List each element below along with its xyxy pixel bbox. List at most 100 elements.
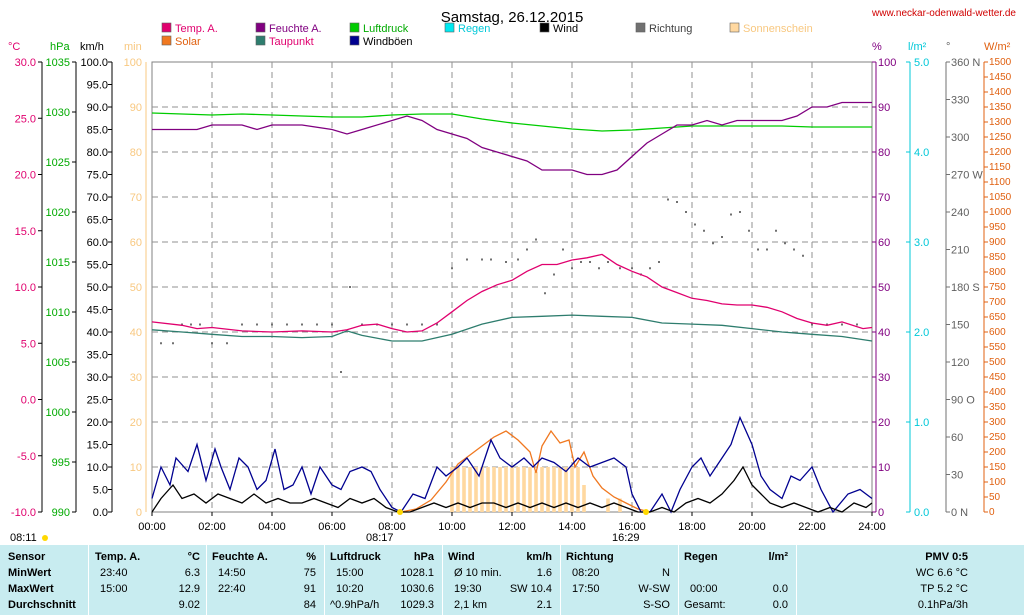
direction-point bbox=[553, 273, 555, 276]
solar-tick-label: 1200 bbox=[989, 147, 1012, 158]
sunshine-tick-label: 80 bbox=[130, 147, 142, 159]
solar-tick-label: 1300 bbox=[989, 117, 1012, 128]
right-axes: 0 10 20 30 40 50 60 70 80 90 100 5.0 4.0 3.0 2.0 1.0 0.0… bbox=[872, 57, 1012, 519]
legend-swatch bbox=[729, 22, 740, 33]
legend-label: Windböen bbox=[363, 36, 413, 48]
solar-tick-label: 100 bbox=[989, 477, 1006, 488]
solar-tick-label: 1000 bbox=[989, 207, 1012, 218]
direction-point bbox=[172, 342, 174, 345]
temp-tick-label: 5.0 bbox=[21, 338, 36, 350]
sunshine-bar bbox=[528, 467, 532, 512]
site-url: www.neckar-odenwald-wetter.de bbox=[871, 8, 1016, 19]
sunrise-time: 08:11 bbox=[10, 532, 37, 544]
humidity-tick-label: 60 bbox=[878, 237, 890, 249]
direction-point bbox=[685, 211, 687, 213]
wind-tick-label: 60.0 bbox=[87, 237, 108, 249]
stats-druck-unit: hPa bbox=[413, 551, 434, 563]
stats-feuchte-min: 75 bbox=[303, 567, 316, 579]
x-axis: 00:00 02:00 04:00 06:00 08:00 10:00 12:00 14:00… bbox=[138, 512, 886, 533]
stats-temp-header: Temp. A. bbox=[95, 551, 141, 563]
direction-point bbox=[667, 198, 669, 201]
stats-wind-min: 1.6 bbox=[536, 567, 552, 579]
direction-tick-label: 240 bbox=[951, 207, 969, 219]
humidity-tick-label: 30 bbox=[878, 372, 890, 384]
legend-swatch bbox=[635, 22, 646, 33]
stats-druck-min-time: 15:00 bbox=[336, 567, 364, 579]
direction-tick-label: 210 bbox=[951, 245, 969, 257]
direction-point bbox=[349, 286, 351, 288]
direction-point bbox=[190, 323, 192, 326]
sunrise-marker-time: 08:17 bbox=[366, 532, 394, 544]
temp-tick-label: 20.0 bbox=[15, 170, 36, 182]
solar-tick-label: 50 bbox=[989, 492, 1001, 503]
sunshine-bar bbox=[558, 467, 562, 512]
stats-temp-avg: 9.02 bbox=[178, 599, 200, 611]
stats-feuchte-unit: % bbox=[306, 551, 316, 563]
direction-point bbox=[703, 229, 705, 232]
stats-druck-max: 1030.6 bbox=[400, 583, 434, 595]
sunshine-tick-label: 0 bbox=[136, 507, 142, 519]
wind-tick-label: 40.0 bbox=[87, 327, 108, 339]
sunshine-tick-label: 90 bbox=[130, 102, 142, 114]
sunshine-bar bbox=[522, 467, 526, 512]
stats-wind-max: SW 10.4 bbox=[509, 583, 552, 595]
wind-tick-label: 55.0 bbox=[87, 260, 108, 272]
direction-point bbox=[571, 267, 573, 270]
direction-point bbox=[241, 323, 243, 326]
solar-tick-label: 1150 bbox=[989, 162, 1011, 173]
direction-point bbox=[466, 258, 468, 261]
wind-tick-label: 75.0 bbox=[87, 170, 108, 182]
stats-druck-max-time: 10:20 bbox=[336, 583, 364, 595]
sunset-marker-dot bbox=[643, 509, 649, 515]
sunshine-bar bbox=[510, 467, 514, 512]
direction-point bbox=[856, 323, 858, 326]
temp-tick-label: 10.0 bbox=[15, 282, 36, 294]
legend-label: Wind bbox=[553, 23, 578, 35]
x-tick-label: 08:00 bbox=[378, 521, 406, 533]
direction-point bbox=[286, 323, 288, 326]
stats-sensor-header: Sensor bbox=[8, 551, 46, 563]
stats-regen-max-time: 00:00 bbox=[690, 583, 718, 595]
sunshine-tick-label: 60 bbox=[130, 237, 142, 249]
sunshine-tick-label: 100 bbox=[124, 57, 142, 69]
series-line-solar bbox=[400, 429, 651, 513]
stats-temp-max-time: 15:00 bbox=[100, 583, 128, 595]
stats-regen-max: 0.0 bbox=[772, 583, 788, 595]
legend-label: Taupunkt bbox=[269, 36, 314, 48]
stats-druck-trend: ^0.9hPa/h bbox=[330, 599, 380, 611]
direction-point bbox=[490, 258, 492, 261]
stats-feuchte-header: Feuchte A. bbox=[212, 551, 268, 563]
stats-druck-avg: 1029.3 bbox=[400, 599, 434, 611]
solar-tick-label: 900 bbox=[989, 237, 1006, 248]
stats-feuchte-max-time: 22:40 bbox=[218, 583, 246, 595]
series-line-windb-en bbox=[151, 415, 873, 514]
wind-tick-label: 5.0 bbox=[93, 485, 108, 497]
stats-druck-header: Luftdruck bbox=[330, 551, 381, 563]
direction-tick-label: 30 bbox=[951, 470, 963, 482]
solar-tick-label: 250 bbox=[989, 432, 1006, 443]
direction-point bbox=[421, 323, 423, 326]
rain-tick-label: 2.0 bbox=[914, 327, 929, 339]
x-tick-label: 24:00 bbox=[858, 521, 886, 533]
axis-unit-label: W/m² bbox=[984, 41, 1011, 53]
direction-point bbox=[841, 323, 843, 326]
pressure-tick-label: 995 bbox=[52, 457, 70, 469]
direction-point bbox=[406, 323, 408, 326]
direction-point bbox=[301, 323, 303, 326]
temp-tick-label: 15.0 bbox=[15, 226, 36, 238]
direction-point bbox=[607, 261, 609, 263]
direction-point bbox=[694, 223, 696, 226]
direction-point bbox=[676, 201, 678, 203]
direction-tick-label: 0 N bbox=[951, 507, 968, 519]
direction-point bbox=[256, 323, 258, 326]
sunshine-bar bbox=[582, 485, 586, 512]
direction-tick-label: 270 W bbox=[951, 170, 983, 182]
wind-tick-label: 50.0 bbox=[87, 282, 108, 294]
direction-point bbox=[775, 229, 777, 232]
legend: Temp. A. Feuchte A. Luftdruck Regen Wind Rich… bbox=[161, 22, 813, 48]
direction-point bbox=[517, 258, 519, 261]
solar-tick-label: 500 bbox=[989, 357, 1006, 368]
stats-wind-unit: km/h bbox=[526, 551, 552, 563]
x-tick-label: 00:00 bbox=[138, 521, 166, 533]
direction-point bbox=[181, 323, 183, 326]
